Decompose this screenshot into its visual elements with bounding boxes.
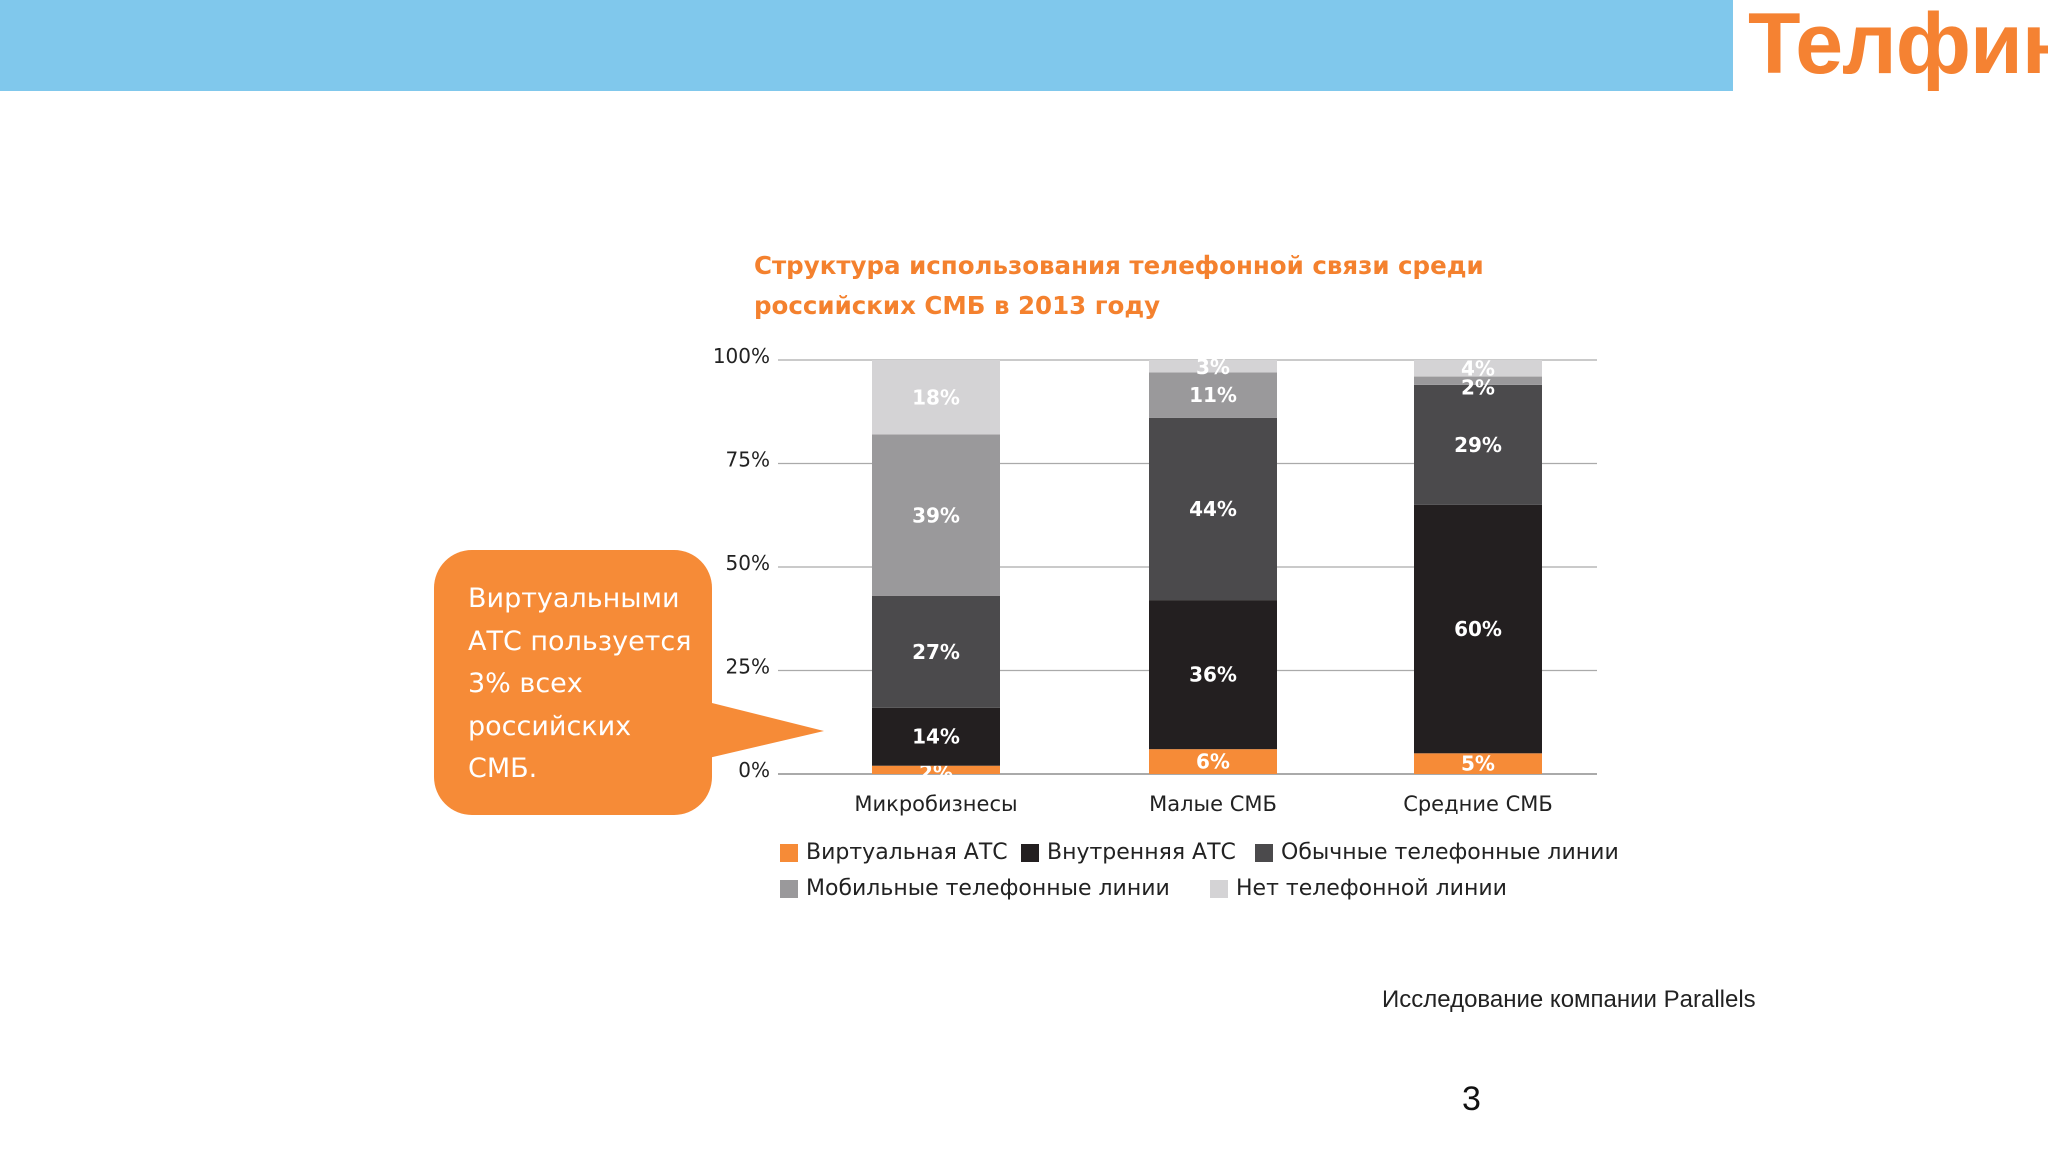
y-tick-label: 100% xyxy=(713,344,770,368)
bar-segment xyxy=(1414,384,1542,505)
bar-segment xyxy=(872,595,1000,708)
data-label: 5% xyxy=(1461,752,1495,776)
y-tick-label: 50% xyxy=(726,551,770,575)
header-bar xyxy=(0,0,1733,91)
legend-item: Виртуальная АТС xyxy=(780,840,1008,865)
legend-swatch xyxy=(1021,843,1039,862)
bar-segment xyxy=(1414,504,1542,754)
bar-segment xyxy=(1414,376,1542,385)
legend-item: Нет телефонной линии xyxy=(1210,876,1507,901)
legend-label: Обычные телефонные линии xyxy=(1281,840,1619,865)
bar-segment xyxy=(1149,360,1277,373)
legend-item: Внутренняя АТС xyxy=(1021,840,1236,865)
bar-segment xyxy=(872,707,1000,766)
legend-swatch xyxy=(1210,879,1228,898)
callout-text: Виртуальными АТС пользуется 3% всех росс… xyxy=(468,583,692,784)
data-label: 27% xyxy=(912,640,960,664)
data-label: 4% xyxy=(1461,356,1495,380)
bar-segment xyxy=(1149,600,1277,750)
bar-segment xyxy=(1414,360,1542,377)
legend-item: Мобильные телефонные линии xyxy=(780,876,1170,901)
data-label: 11% xyxy=(1189,383,1237,407)
bar-segment xyxy=(1149,372,1277,418)
legend-swatch xyxy=(780,843,798,862)
data-label: 36% xyxy=(1189,663,1237,687)
data-label: 2% xyxy=(1461,376,1495,400)
source-note: Исследование компании Parallels xyxy=(1382,986,1756,1013)
bar-segment xyxy=(1149,417,1277,601)
data-label: 3% xyxy=(1196,355,1230,379)
category-label: Микробизнесы xyxy=(854,792,1017,816)
callout-bubble xyxy=(434,550,712,815)
company-logo: Телфин xyxy=(1748,0,2048,92)
data-label: 39% xyxy=(912,503,960,527)
category-label: Малые СМБ xyxy=(1149,792,1277,816)
data-label: 14% xyxy=(912,725,960,749)
legend-swatch xyxy=(780,879,798,898)
data-label: 44% xyxy=(1189,497,1237,521)
legend-label: Виртуальная АТС xyxy=(806,840,1008,865)
legend-swatch xyxy=(1255,843,1273,862)
data-label: 60% xyxy=(1454,617,1502,641)
bar-segment xyxy=(872,360,1000,435)
data-label: 18% xyxy=(912,385,960,409)
page-number: 3 xyxy=(1462,1080,1481,1118)
bar-segment xyxy=(872,765,1000,774)
bar-segment xyxy=(1149,749,1277,774)
legend-label: Внутренняя АТС xyxy=(1047,840,1236,865)
legend-label: Мобильные телефонные линии xyxy=(806,876,1170,901)
data-label: 6% xyxy=(1196,750,1230,774)
chart-title: Структура использования телефонной связи… xyxy=(754,251,1484,320)
legend-label: Нет телефонной линии xyxy=(1236,876,1507,901)
legend-item: Обычные телефонные линии xyxy=(1255,840,1619,865)
bar-segment xyxy=(1414,753,1542,774)
y-tick-label: 75% xyxy=(726,448,770,472)
y-tick-label: 25% xyxy=(726,655,770,679)
category-label: Средние СМБ xyxy=(1403,792,1553,816)
y-tick-label: 0% xyxy=(738,758,770,782)
data-label: 29% xyxy=(1454,433,1502,457)
bar-segment xyxy=(872,434,1000,596)
